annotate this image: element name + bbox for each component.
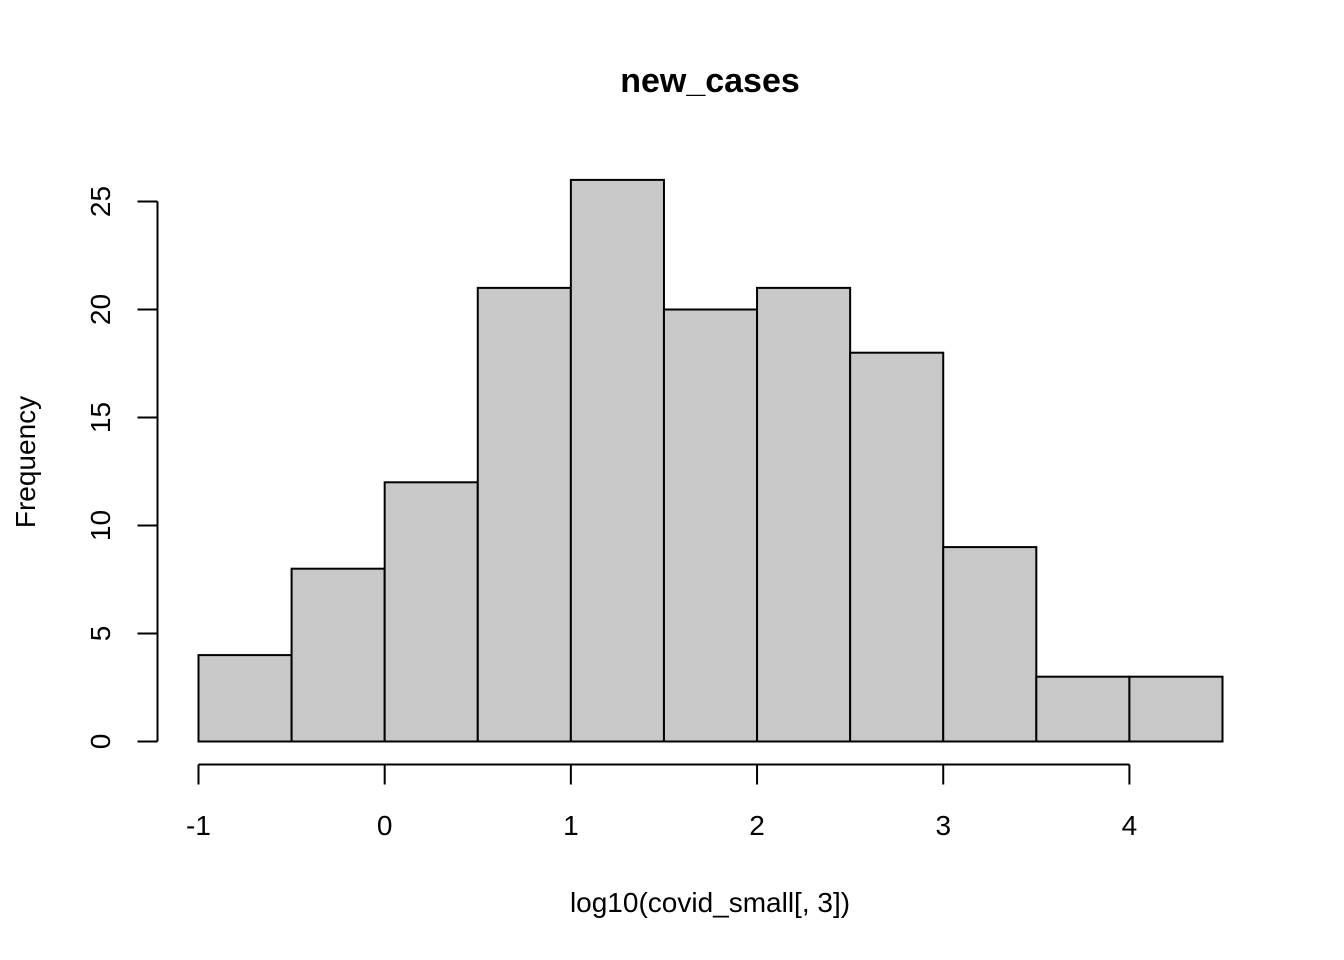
- x-tick-label: 1: [563, 810, 579, 841]
- histogram-bar-5: [662, 308, 759, 743]
- histogram-bar-2: [383, 481, 479, 743]
- x-axis: -1 0 1 2 3 4: [186, 763, 1138, 841]
- y-tick-label: 5: [85, 626, 116, 642]
- y-tick-label: 25: [85, 186, 116, 217]
- x-tick-label: 4: [1122, 810, 1138, 841]
- y-tick-label: 20: [85, 294, 116, 325]
- x-tick-label: -1: [186, 810, 211, 841]
- histogram-bar-8: [942, 546, 1038, 743]
- histogram-bar-9: [1035, 675, 1131, 743]
- histogram-bar-7: [849, 351, 945, 743]
- histogram-bar-1: [290, 567, 386, 743]
- y-axis: 0 5 10 15 20 25: [85, 186, 159, 750]
- histogram-bar-6: [756, 286, 852, 743]
- y-tick-label: 0: [85, 734, 116, 750]
- chart-title: new_cases: [620, 62, 800, 100]
- histogram-bars: [197, 178, 1224, 743]
- histogram-bar-4: [569, 178, 665, 743]
- histogram-bar-10: [1128, 675, 1224, 743]
- x-tick-label: 3: [935, 810, 951, 841]
- y-tick-label: 15: [85, 402, 116, 433]
- x-axis-label: log10(covid_small[, 3]): [570, 887, 850, 918]
- y-axis-label: Frequency: [10, 396, 41, 528]
- y-tick-label: 10: [85, 510, 116, 541]
- histogram-bar-3: [476, 286, 572, 743]
- x-tick-label: 0: [377, 810, 393, 841]
- histogram-bar-0: [197, 654, 293, 743]
- x-tick-label: 2: [749, 810, 765, 841]
